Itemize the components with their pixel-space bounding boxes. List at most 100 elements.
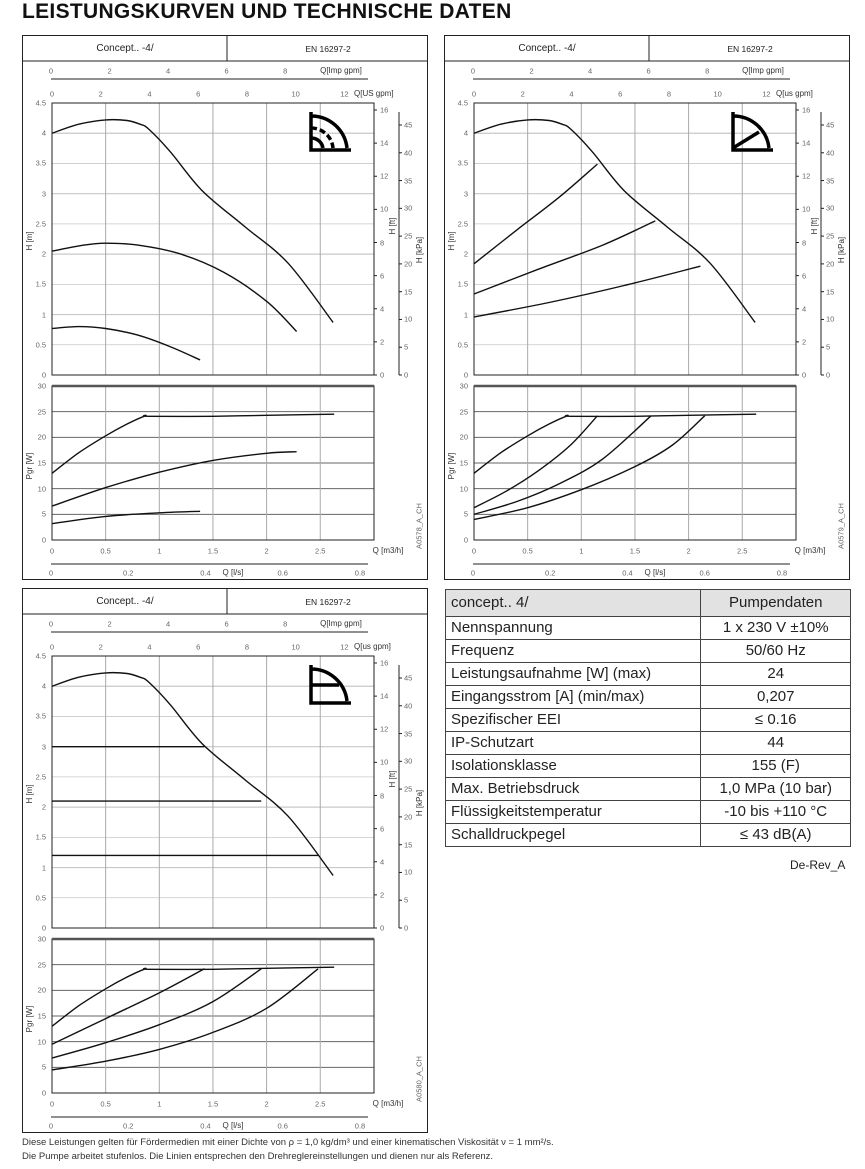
ft-tick-label: 12 (380, 171, 389, 181)
ft-tick-label: 2 (802, 337, 807, 347)
row-label: Flüssigkeitstemperatur (444, 800, 702, 824)
kpa-tick-label: 5 (404, 342, 409, 352)
power-axis-label: Pgr [W] (25, 452, 34, 480)
imp-gpm-tick-label: 2 (529, 66, 534, 76)
kpa-tick-label: 35 (404, 175, 413, 185)
q-axis-label: Q [m3/h] (372, 546, 404, 555)
head-tick-label: 2 (41, 249, 46, 259)
imp-gpm-tick-label: 4 (587, 66, 593, 76)
kpa-tick-label: 35 (404, 728, 413, 738)
ft-tick-label: 4 (380, 304, 385, 313)
head-curve-mid (51, 242, 298, 332)
kpa-tick-label: 20 (404, 812, 413, 822)
us-gpm-axis-label: Q[us gpm] (354, 642, 391, 651)
head-tick-label: 3 (463, 188, 468, 198)
page-title: LEISTUNGSKURVEN UND TECHNISCHE DATEN (22, 0, 512, 23)
us-gpm-axis-label: Q[us gpm] (776, 89, 813, 98)
ft-tick-label: 0 (802, 370, 807, 380)
icon-line (732, 130, 760, 150)
icon-frame (309, 665, 351, 705)
ft-tick-label: 14 (380, 691, 389, 701)
power-axis-label: Pgr [W] (447, 452, 456, 480)
head-tick-label: 4 (41, 128, 46, 138)
head-tick-label: 2.5 (457, 219, 468, 229)
head-tick-label: 4 (41, 681, 46, 691)
us-gpm-tick-label: 4 (147, 642, 152, 652)
head-tick-label: 4.5 (35, 98, 46, 108)
q-tick-label: 1 (157, 546, 162, 556)
ls-tick-label: 0 (48, 1121, 54, 1131)
ft-tick-label: 14 (380, 138, 389, 148)
q-tick-label: 1.5 (207, 1099, 219, 1109)
q-tick-label: 2.5 (315, 1099, 326, 1109)
ls-tick-label: 0.4 (200, 568, 211, 578)
ft-tick-label: 4 (802, 304, 807, 313)
ls-tick-label: 0.4 (622, 568, 633, 578)
us-gpm-tick-label: 12 (340, 89, 349, 99)
ls-tick-label: 0.4 (200, 1121, 211, 1131)
power-tick-label: 15 (37, 1011, 46, 1021)
head-curve-max (51, 118, 334, 323)
head-tick-label: 4 (463, 128, 468, 138)
q-tick-label: 2.5 (737, 546, 748, 556)
kpa-tick-label: 45 (826, 120, 835, 130)
kpa-tick-label: 20 (404, 259, 413, 269)
kpa-tick-label: 0 (404, 370, 409, 380)
q-tick-label: 0 (49, 1099, 55, 1109)
ft-tick-label: 8 (802, 237, 807, 247)
revision-label: De-Rev_A (790, 858, 846, 872)
ft-tick-label: 14 (802, 138, 811, 148)
performance-chart (445, 36, 849, 565)
kpa-tick-label: 5 (404, 895, 409, 905)
head-tick-label: 4.5 (35, 651, 46, 661)
ft-tick-label: 6 (380, 823, 385, 833)
ft-tick-label: 16 (802, 105, 811, 115)
imp-gpm-tick-label: 8 (705, 66, 710, 76)
us-gpm-tick-label: 0 (49, 89, 55, 99)
q-tick-label: 1 (579, 546, 584, 556)
q-tick-label: 0 (49, 546, 55, 556)
head-tick-label: 2.5 (35, 772, 46, 782)
head-tick-label: 1 (41, 862, 46, 872)
head-tick-label: 1 (463, 309, 468, 319)
chart-code: A0578_A_CH (414, 503, 424, 549)
kpa-axis-label: H [kPa] (837, 236, 846, 264)
kpa-tick-label: 10 (404, 314, 413, 324)
power-tick-label: 15 (459, 458, 468, 468)
row-value: 44 (700, 731, 851, 755)
power-curve-max (51, 413, 335, 474)
power-tick-label: 20 (459, 432, 468, 442)
radiator-dial-icon (309, 112, 351, 152)
q-tick-label: 1.5 (629, 546, 641, 556)
kpa-tick-label: 30 (404, 203, 413, 213)
q-tick-label: 2.5 (315, 546, 326, 556)
kpa-tick-label: 30 (826, 203, 835, 213)
ls-tick-label: 0.2 (123, 568, 134, 578)
power-tick-label: 15 (37, 458, 46, 468)
table-row: Isolationsklasse 155 (F) (444, 754, 851, 778)
us-gpm-tick-label: 0 (471, 89, 477, 99)
power-tick-label: 25 (37, 959, 46, 969)
ls-tick-label: 0 (48, 568, 54, 578)
q-tick-label: 0.5 (100, 1099, 111, 1109)
row-label: Eingangsstrom [A] (min/max) (444, 685, 702, 709)
kpa-tick-label: 0 (404, 923, 409, 933)
imp-gpm-tick-label: 6 (646, 66, 651, 76)
q-tick-label: 2 (686, 546, 691, 556)
imp-gpm-tick-label: 6 (224, 619, 229, 629)
power-curve-pp-high (473, 415, 598, 509)
ft-axis-label: H [ft] (388, 770, 397, 788)
kpa-tick-label: 40 (404, 701, 413, 711)
head-curve-max (51, 671, 334, 876)
head-tick-label: 1 (41, 309, 46, 319)
row-value: 155 (F) (700, 754, 851, 778)
icon-arc (310, 126, 335, 149)
head-tick-label: 3.5 (35, 711, 46, 721)
table-row: Nennspannung 1 x 230 V ±10% (444, 616, 851, 640)
row-value: 0,207 (700, 685, 851, 709)
chart-title: Concept.. -4/ (96, 596, 154, 607)
ls-tick-label: 0.8 (776, 568, 788, 578)
ft-tick-label: 8 (380, 790, 385, 800)
kpa-tick-label: 15 (404, 839, 413, 849)
row-label: Isolationsklasse (444, 754, 702, 778)
